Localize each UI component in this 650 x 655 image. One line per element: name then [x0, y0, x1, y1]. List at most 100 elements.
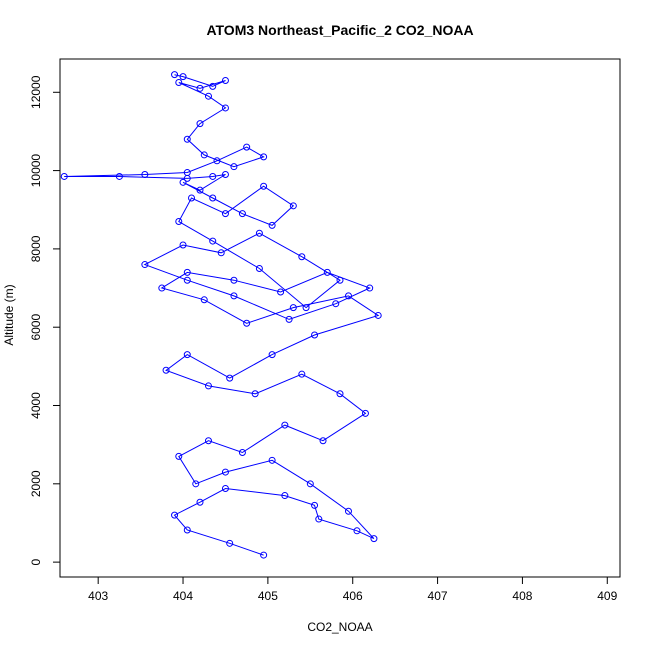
data-point [171, 511, 179, 519]
data-point [196, 84, 204, 92]
chart-title: ATOM3 Northeast_Pacific_2 CO2_NOAA [206, 22, 473, 38]
data-point [238, 448, 246, 456]
data-point [285, 315, 293, 323]
data-point [289, 304, 297, 312]
data-point [289, 202, 297, 210]
data-point [162, 366, 170, 374]
data-point [217, 249, 225, 257]
data-point [175, 217, 183, 225]
data-point [268, 221, 276, 229]
plot-frame [59, 58, 621, 578]
data-point [209, 172, 217, 180]
data-point [209, 194, 217, 202]
data-point [323, 268, 331, 276]
x-tick-label: 406 [343, 589, 363, 603]
data-point [336, 276, 344, 284]
data-point [336, 390, 344, 398]
data-point [221, 210, 229, 218]
x-tick-label: 403 [88, 589, 108, 603]
data-point [353, 527, 361, 535]
data-point [60, 172, 68, 180]
data-point [243, 143, 251, 151]
data-point [183, 276, 191, 284]
data-point [311, 331, 319, 339]
data-point [260, 153, 268, 161]
y-tick-label: 12000 [29, 75, 43, 109]
data-point [255, 229, 263, 237]
data-point [183, 135, 191, 143]
data-point [366, 284, 374, 292]
data-point [158, 284, 166, 292]
data-point [209, 82, 217, 90]
data-point [221, 171, 229, 179]
x-tick-label: 409 [597, 589, 617, 603]
data-point [188, 194, 196, 202]
data-point [226, 539, 234, 547]
data-point [204, 382, 212, 390]
data-point [332, 300, 340, 308]
data-point [204, 437, 212, 445]
data-point [221, 468, 229, 476]
y-axis-label: Altitude (m) [2, 284, 16, 345]
data-point [268, 351, 276, 359]
data-point [213, 157, 221, 165]
data-point [260, 551, 268, 559]
data-point [171, 71, 179, 79]
data-point [183, 268, 191, 276]
data-point [298, 253, 306, 261]
x-axis-label: CO2_NOAA [307, 620, 372, 634]
x-tick-label: 404 [173, 589, 193, 603]
data-point [298, 370, 306, 378]
y-tick-label: 6000 [29, 314, 43, 341]
y-axis: 0 2000 4000 6000 8000 10000 12000 [29, 75, 60, 565]
data-point [238, 210, 246, 218]
data-point [175, 78, 183, 86]
y-tick-label: 10000 [29, 154, 43, 188]
data-point [200, 296, 208, 304]
data-point [230, 163, 238, 171]
data-point [281, 421, 289, 429]
data-point [183, 351, 191, 359]
data-point [302, 304, 310, 312]
x-tick-label: 408 [512, 589, 532, 603]
data-point [315, 515, 323, 523]
data-point [196, 120, 204, 128]
data-point [209, 237, 217, 245]
series-line [64, 74, 380, 556]
data-point [179, 178, 187, 186]
data-point [319, 437, 327, 445]
data-point [221, 485, 229, 493]
y-tick-label: 2000 [29, 470, 43, 497]
data-point [183, 169, 191, 177]
data-point [311, 501, 319, 509]
data-point [344, 507, 352, 515]
data-point [230, 276, 238, 284]
data-point [196, 186, 204, 194]
data-point [179, 73, 187, 81]
data-point [251, 390, 259, 398]
data-point [192, 480, 200, 488]
data-point [277, 288, 285, 296]
data-point [200, 151, 208, 159]
x-tick-label: 407 [428, 589, 448, 603]
data-point [344, 292, 352, 300]
data-point [221, 104, 229, 112]
x-axis: 403 404 405 406 407 408 409 [88, 577, 618, 603]
y-tick-label: 0 [29, 558, 43, 565]
data-point [281, 492, 289, 500]
data-point [175, 452, 183, 460]
y-tick-label: 4000 [29, 392, 43, 419]
data-point [183, 526, 191, 534]
data-point [306, 480, 314, 488]
plot-area [60, 71, 382, 559]
data-point [243, 319, 251, 327]
data-point [115, 172, 123, 180]
data-point [230, 292, 238, 300]
data-point [226, 374, 234, 382]
data-point [268, 456, 276, 464]
y-tick-label: 8000 [29, 235, 43, 262]
data-point [196, 498, 204, 506]
